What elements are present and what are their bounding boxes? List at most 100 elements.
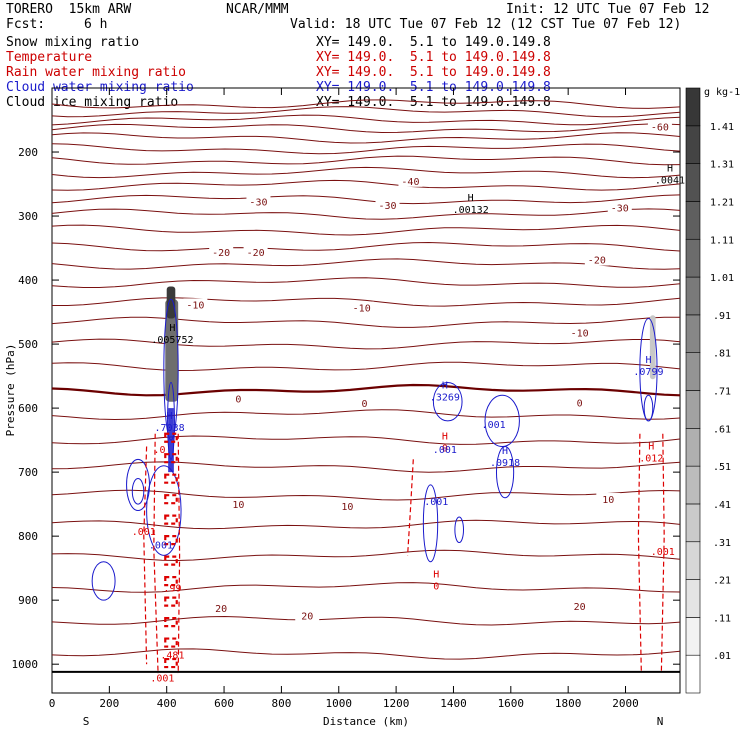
extremum-value: .0041 bbox=[655, 175, 685, 186]
extremum-letter: H bbox=[442, 432, 448, 443]
plot-frame bbox=[51, 87, 681, 694]
colorbar-level-label: .91 bbox=[713, 311, 731, 322]
mixing-ratio-label: .001 bbox=[149, 540, 173, 551]
init-time: Init: 12 UTC Tue 07 Feb 12 bbox=[506, 2, 710, 17]
colorbar-swatch bbox=[685, 201, 701, 240]
colorbar-swatch bbox=[685, 579, 701, 618]
isotherm-line bbox=[51, 123, 681, 134]
rain-core-dashes bbox=[164, 535, 178, 546]
colorbar-level-label: .81 bbox=[713, 349, 731, 360]
colorbar-swatch bbox=[685, 276, 701, 316]
colorbar-swatch bbox=[685, 390, 701, 429]
colorbar-level-label: .01 bbox=[713, 651, 731, 662]
isotherm-line bbox=[51, 519, 681, 530]
rain-core-dashes bbox=[164, 637, 178, 648]
colorbar-level-label: 1.11 bbox=[710, 235, 734, 246]
mixing-ratio-label: .001 bbox=[424, 497, 448, 508]
temperature-label: 20 bbox=[215, 604, 227, 615]
rain-contour bbox=[660, 433, 665, 671]
extremum-letter: H bbox=[667, 163, 673, 174]
temperature-label-bg bbox=[567, 599, 592, 612]
isotherm-line bbox=[51, 383, 681, 397]
rain-core-dashes bbox=[164, 657, 178, 669]
valid-time: Valid: 18 UTC Tue 07 Feb 12 (12 CST Tue … bbox=[290, 17, 682, 32]
y-tick-label: 700 bbox=[18, 466, 38, 479]
mixing-ratio-label: .001 bbox=[482, 420, 506, 431]
colorbar-level-label: .31 bbox=[713, 538, 731, 549]
isotherm-line bbox=[51, 361, 681, 372]
isotherm-line bbox=[51, 277, 681, 288]
isotherm-line bbox=[51, 461, 681, 473]
mixing-ratio-label: .0 bbox=[154, 445, 166, 456]
colorbar-swatch bbox=[685, 87, 701, 127]
rain-contour bbox=[177, 433, 181, 674]
extremum-value: .005752 bbox=[151, 335, 193, 346]
extremum-letter: H bbox=[167, 411, 173, 422]
x-tick-label: 2000 bbox=[612, 697, 639, 710]
y-tick-label: 600 bbox=[18, 402, 38, 415]
rain-core-dashes bbox=[164, 432, 178, 443]
extremum-letter: H bbox=[169, 323, 175, 334]
colorbar-level-label: .41 bbox=[713, 500, 731, 511]
temperature-label: -10 bbox=[186, 300, 204, 311]
rain-core-dashes bbox=[164, 555, 178, 566]
temperature-label: -30 bbox=[611, 204, 629, 215]
ice-shading bbox=[165, 286, 656, 402]
isotherm-line bbox=[51, 208, 681, 220]
rain-contour bbox=[407, 459, 414, 556]
temperature-isotherms bbox=[51, 99, 681, 673]
extremum-letter: H bbox=[648, 441, 654, 452]
legend-name-cloud-ice: Cloud ice mixing ratio bbox=[6, 95, 179, 110]
x-tick-label: 1200 bbox=[383, 697, 410, 710]
isotherm-line bbox=[51, 166, 681, 179]
isotherm-line bbox=[51, 224, 681, 236]
temperature-label: -20 bbox=[247, 248, 265, 259]
extremum-value: .012 bbox=[639, 453, 663, 464]
temperature-label: -10 bbox=[353, 304, 371, 315]
cloud-water-contour bbox=[422, 484, 439, 563]
isotherm-line bbox=[51, 194, 681, 205]
colorbar-level-label: .51 bbox=[713, 462, 731, 473]
rain-core-dashes bbox=[164, 596, 178, 607]
temperature-label-bg bbox=[375, 199, 400, 212]
x-axis-label: Distance (km) bbox=[323, 715, 409, 728]
temperature-label-bg bbox=[243, 245, 268, 258]
temperature-label-bg bbox=[584, 253, 609, 266]
colorbar-unit-label: g kg-1 bbox=[704, 87, 740, 98]
temperature-label-bg bbox=[246, 195, 271, 208]
temperature-label-bg bbox=[183, 298, 208, 311]
rain-core-dashes bbox=[164, 473, 178, 484]
cloud-water-contour bbox=[91, 561, 116, 601]
extremum-value: .0799 bbox=[633, 367, 663, 378]
temperature-label-bg bbox=[349, 301, 374, 314]
isotherm-line bbox=[51, 582, 681, 593]
temperature-label: -20 bbox=[588, 256, 606, 267]
rain-core-dashes bbox=[164, 494, 178, 505]
temperature-label: 10 bbox=[232, 500, 244, 511]
isotherm-line bbox=[51, 648, 681, 660]
x-tick-label: 1800 bbox=[555, 697, 582, 710]
x-tick-label: 400 bbox=[157, 697, 177, 710]
y-tick-label: 500 bbox=[18, 338, 38, 351]
extremum-value: 0 bbox=[433, 581, 439, 592]
colorbar-swatch bbox=[685, 617, 701, 656]
colorbar: .01 .11 .21 .31 .41 .51 .61 .71 .81 .91 1.01 1.11 1.… bbox=[685, 87, 740, 694]
temperature-label: -10 bbox=[571, 329, 589, 340]
temperature-label: 0 bbox=[362, 399, 368, 410]
cloud-water-core bbox=[168, 408, 174, 473]
colorbar-swatch bbox=[685, 352, 701, 391]
cloud-water-contour bbox=[495, 446, 515, 499]
rain-contour bbox=[637, 433, 642, 671]
colorbar-swatch bbox=[685, 314, 701, 353]
temperature-label: 10 bbox=[602, 495, 614, 506]
rain-contours bbox=[143, 432, 665, 674]
temperature-label: 20 bbox=[574, 602, 586, 613]
south-end-label: S bbox=[83, 715, 90, 728]
colorbar-level-label: 1.21 bbox=[710, 197, 734, 208]
org-title: NCAR/MMM bbox=[226, 2, 289, 17]
isotherm-line bbox=[51, 409, 681, 421]
ice-peak-shading bbox=[166, 286, 176, 319]
colorbar-swatch bbox=[685, 541, 701, 580]
cloud-water-contour bbox=[484, 394, 520, 448]
colorbar-level-label: .11 bbox=[713, 613, 731, 624]
